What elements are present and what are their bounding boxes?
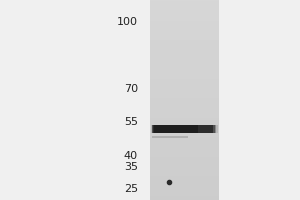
Bar [152,136,188,138]
Bar [153,125,213,133]
Bar [152,125,214,133]
Text: 70: 70 [124,84,138,94]
Bar [152,125,216,133]
Text: 35: 35 [124,162,138,172]
Text: 100: 100 [117,17,138,27]
Text: 55: 55 [124,117,138,127]
Text: 40: 40 [124,151,138,161]
Text: 25: 25 [124,184,138,194]
Bar [151,125,218,133]
Bar [154,125,198,133]
